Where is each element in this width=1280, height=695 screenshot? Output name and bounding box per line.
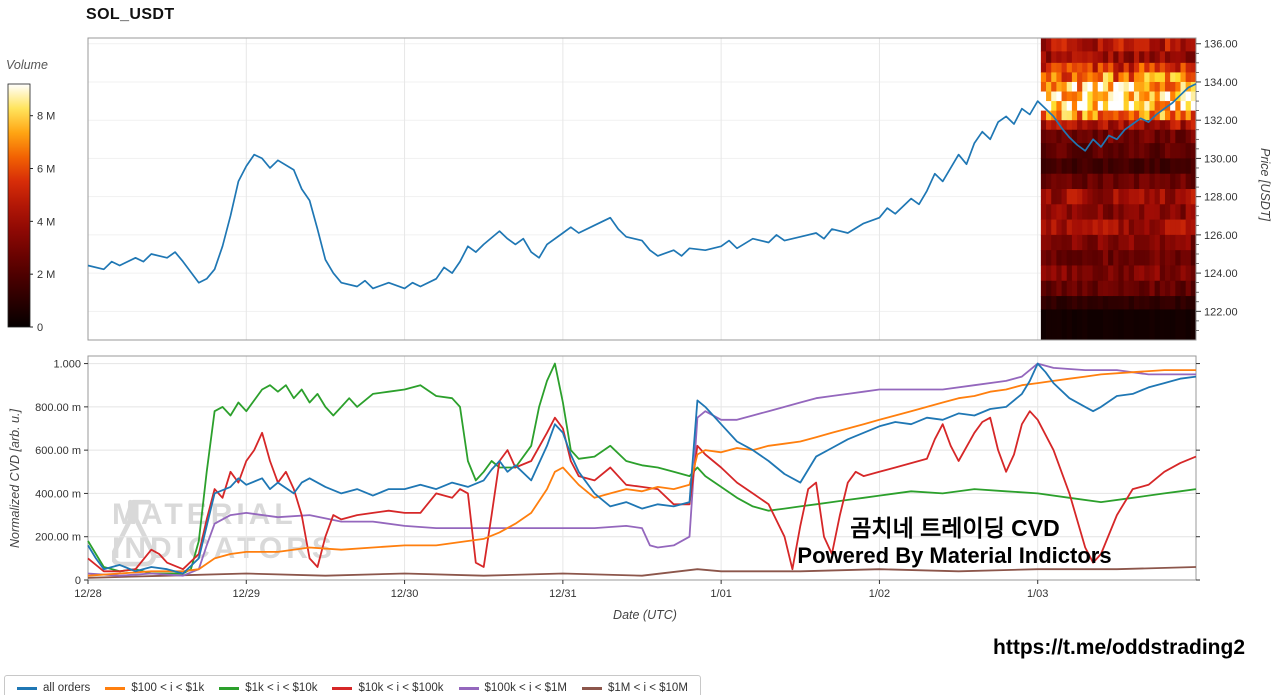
price-tick-label: 132.00 <box>1204 115 1238 127</box>
price-tick-label: 128.00 <box>1204 192 1238 204</box>
legend: all orders $100 < i < $1k $1k < i < $10k $1… <box>4 675 701 695</box>
volume-tick-label: 6 M <box>37 164 55 176</box>
price-tick-label: 124.00 <box>1204 268 1238 280</box>
price-tick-label: 130.00 <box>1204 153 1238 165</box>
flask-icon <box>112 499 156 567</box>
legend-item-2: $1k < i < $10k <box>219 682 317 694</box>
cvd-series-5 <box>87 566 1197 579</box>
date-tick-label: 12/31 <box>549 588 577 600</box>
cvd-tick-label: 0 <box>75 575 81 587</box>
price-grid <box>87 38 1196 340</box>
date-tick-label: 1/03 <box>1027 588 1048 600</box>
legend-item-0: all orders <box>17 682 90 694</box>
cvd-series-4 <box>87 362 1196 577</box>
cvd-tick-label: 1.000 <box>53 359 81 371</box>
date-axis: 12/28 12/29 12/30 12/31 1/01 1/02 1/03 <box>74 580 1048 600</box>
legend-swatch <box>219 686 240 690</box>
volume-tick-label: 2 M <box>37 269 55 281</box>
price-tick-label: 126.00 <box>1204 230 1238 242</box>
volume-tick-label: 4 M <box>37 216 55 228</box>
overlay-korean-text: 곰치네 트레이딩 CVD <box>850 515 1060 541</box>
legend-item-5: $1M < i < $10M <box>582 682 688 694</box>
cvd-series-0 <box>87 362 1197 575</box>
legend-label: $1M < i < $10M <box>608 682 688 694</box>
date-tick-label: 12/30 <box>391 588 419 600</box>
legend-item-1: $100 < i < $1k <box>105 682 204 694</box>
cvd-series-3 <box>87 410 1197 573</box>
cvd-axis-label: Normalized CVD [arb. u.] <box>8 409 22 548</box>
volume-tick-label: 0 <box>37 322 43 334</box>
date-tick-label: 1/01 <box>710 588 731 600</box>
date-axis-label: Date (UTC) <box>613 608 677 622</box>
legend-swatch <box>582 686 602 690</box>
price-tick-label: 122.00 <box>1204 306 1238 318</box>
price-line <box>87 83 1197 290</box>
cvd-tick-label: 800.00 m <box>35 402 81 414</box>
cvd-series-1 <box>87 369 1196 577</box>
legend-swatch <box>105 686 126 690</box>
price-panel-border <box>87 37 1197 341</box>
chart-title: SOL_USDT <box>86 6 175 23</box>
volume-colorbar: 0 2 M 4 M 6 M 8 M <box>7 83 55 334</box>
legend-swatch <box>458 686 479 690</box>
legend-label: $100k < i < $1M <box>484 682 567 694</box>
legend-item-3: $10k < i < $100k <box>332 682 444 694</box>
legend-label: $1k < i < $10k <box>245 682 318 694</box>
cvd-axis: 0 200.00 m 400.00 m 600.00 m 800.00 m 1.000 <box>35 359 1200 587</box>
price-tick-label: 134.00 <box>1204 77 1238 89</box>
volume-colorbar-label: Volume <box>6 58 48 72</box>
cvd-tick-label: 600.00 m <box>35 445 81 457</box>
price-tick-label: 136.00 <box>1204 39 1238 51</box>
volume-heatmap <box>1040 38 1197 341</box>
cvd-tick-label: 400.00 m <box>35 488 81 500</box>
cvd-panel-border <box>87 355 1197 581</box>
legend-swatch <box>17 686 37 690</box>
overlay-powered-by-text: Powered By Material Indictors <box>797 543 1112 568</box>
legend-label: $10k < i < $100k <box>358 682 444 694</box>
legend-label: all orders <box>43 682 91 694</box>
price-axis: 122.00 124.00 126.00 128.00 130.00 132.00 134.… <box>1196 39 1238 331</box>
date-tick-label: 12/29 <box>233 588 261 600</box>
date-tick-label: 1/02 <box>869 588 890 600</box>
volume-tick-label: 8 M <box>37 111 55 123</box>
legend-item-4: $100k < i < $1M <box>458 682 567 694</box>
date-tick-label: 12/28 <box>74 588 102 600</box>
telegram-url[interactable]: https://t.me/oddstrading2 <box>993 636 1245 659</box>
legend-swatch <box>332 686 353 690</box>
price-axis-label: Price [USDT] <box>1258 148 1272 221</box>
cvd-tick-label: 200.00 m <box>35 532 81 544</box>
legend-label: $100 < i < $1k <box>131 682 205 694</box>
